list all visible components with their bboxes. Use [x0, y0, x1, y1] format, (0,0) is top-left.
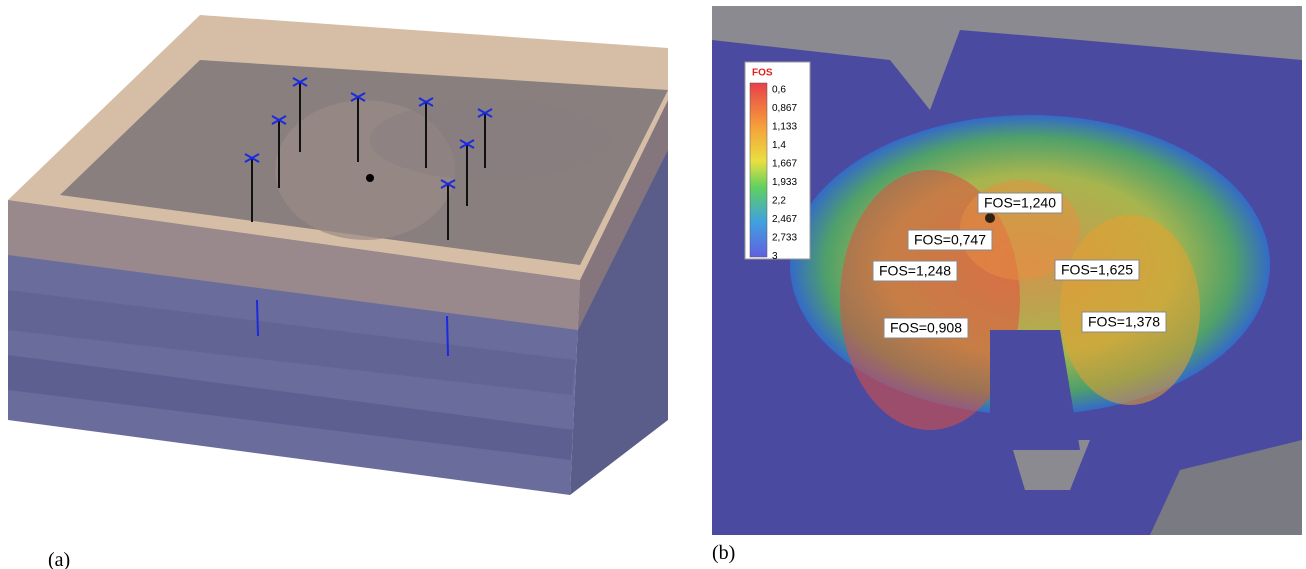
legend: FOS 0,6 0,867 1,133 1,4 1,667 1,933 2,2 2,467 2,…	[745, 62, 810, 262]
legend-label: 1,933	[772, 177, 797, 188]
legend-label: 1,667	[772, 159, 797, 170]
annotation: FOS=0,908	[890, 320, 962, 336]
legend-label: 2,2	[772, 196, 786, 207]
annotation: FOS=1,240	[984, 195, 1056, 211]
annotation: FOS=1,378	[1088, 314, 1160, 330]
legend-label: 2,467	[772, 214, 797, 225]
annotation: FOS=1,625	[1061, 262, 1133, 278]
legend-label: 3	[772, 251, 778, 262]
annotation: FOS=0,747	[914, 232, 986, 248]
legend-label: 1,4	[772, 140, 786, 151]
caption: (a)	[48, 549, 70, 569]
caption: (b)	[712, 542, 735, 564]
legend-label: 2,733	[772, 233, 797, 244]
legend-label: 0,867	[772, 103, 797, 114]
figure: (a) FOS 0,6 0,867 1,133 1,4 1,667 1,933 2,2 2,4…	[0, 0, 1306, 569]
legend-label: 0,6	[772, 85, 786, 96]
panel-a-model	[8, 15, 668, 495]
legend-label: 1,133	[772, 122, 797, 133]
annotation: FOS=1,248	[879, 263, 951, 279]
legend-title: FOS	[752, 68, 773, 79]
